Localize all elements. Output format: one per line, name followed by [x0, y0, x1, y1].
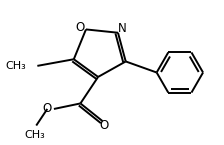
Text: O: O: [99, 119, 108, 133]
Text: CH₃: CH₃: [25, 130, 45, 140]
Text: N: N: [118, 22, 127, 35]
Text: O: O: [43, 103, 52, 115]
Text: O: O: [75, 21, 84, 34]
Text: CH₃: CH₃: [6, 61, 26, 71]
